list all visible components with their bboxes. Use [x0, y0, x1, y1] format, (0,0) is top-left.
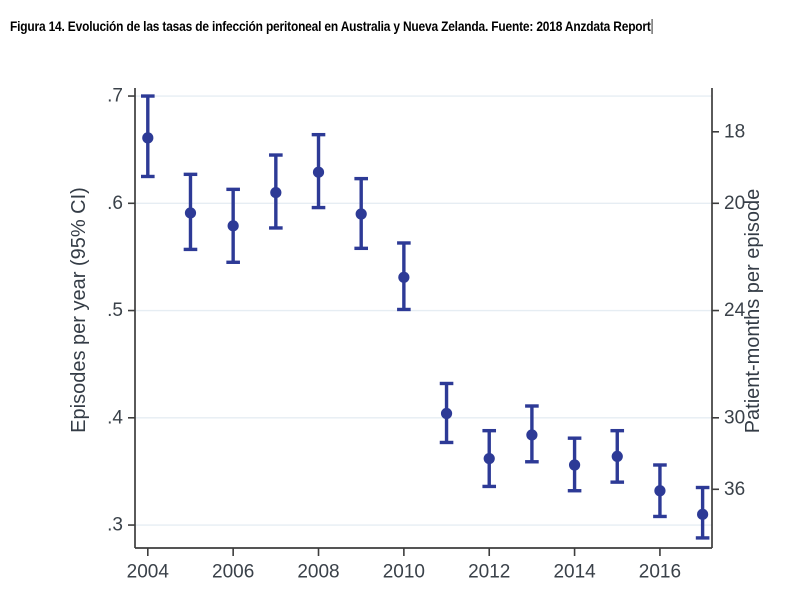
data-point-marker-2012: [483, 452, 495, 465]
data-point-marker-2005: [184, 207, 197, 219]
y-axis-right-tick-label: 24: [724, 300, 746, 321]
y-axis-right-tick-label: 18: [724, 121, 745, 142]
data-point-marker-2010: [398, 271, 410, 283]
data-point-marker-2013: [526, 429, 538, 441]
data-point-marker-2008: [312, 166, 325, 178]
y-axis-left-tick-label: .5: [107, 300, 123, 321]
x-axis-tick-label: 2012: [468, 562, 510, 583]
data-point-marker-2006: [227, 220, 239, 232]
data-point-marker-2009: [355, 208, 367, 220]
data-point-marker-2014: [568, 459, 581, 471]
x-axis-tick-label: 2014: [553, 562, 596, 583]
x-axis-tick-label: 2004: [127, 562, 170, 583]
x-axis-tick-label: 2016: [639, 562, 681, 583]
figure-caption: Figura 14. Evolución de las tasas de inf…: [10, 19, 653, 34]
x-axis-tick-label: 2010: [383, 562, 425, 583]
figure-caption-text: Figura 14. Evolución de las tasas de inf…: [10, 19, 651, 34]
y-axis-right-tick-label: 36: [724, 479, 745, 500]
data-point-marker-2015: [611, 450, 623, 463]
text-cursor: [651, 19, 653, 34]
data-point-marker-2017: [697, 508, 709, 520]
y-axis-left-title: Episodes per year (95% CI): [68, 187, 90, 433]
y-axis-right-tick-label: 20: [724, 193, 745, 214]
data-point-marker-2011: [440, 407, 453, 420]
y-axis-right-tick-label: 30: [724, 407, 745, 428]
y-axis-left-tick-label: .3: [107, 515, 123, 536]
data-point-marker-2016: [654, 485, 666, 497]
y-axis-left-tick-label: .7: [107, 86, 123, 107]
y-axis-right-title: Patient-months per episode: [742, 189, 764, 434]
data-point-marker-2007: [270, 186, 282, 199]
y-axis-left-tick-label: .4: [107, 407, 123, 428]
x-axis-tick-label: 2006: [212, 562, 254, 583]
y-axis-left-tick-label: .6: [107, 193, 123, 214]
x-axis-tick-label: 2008: [297, 562, 339, 583]
data-point-marker-2004: [142, 132, 154, 144]
